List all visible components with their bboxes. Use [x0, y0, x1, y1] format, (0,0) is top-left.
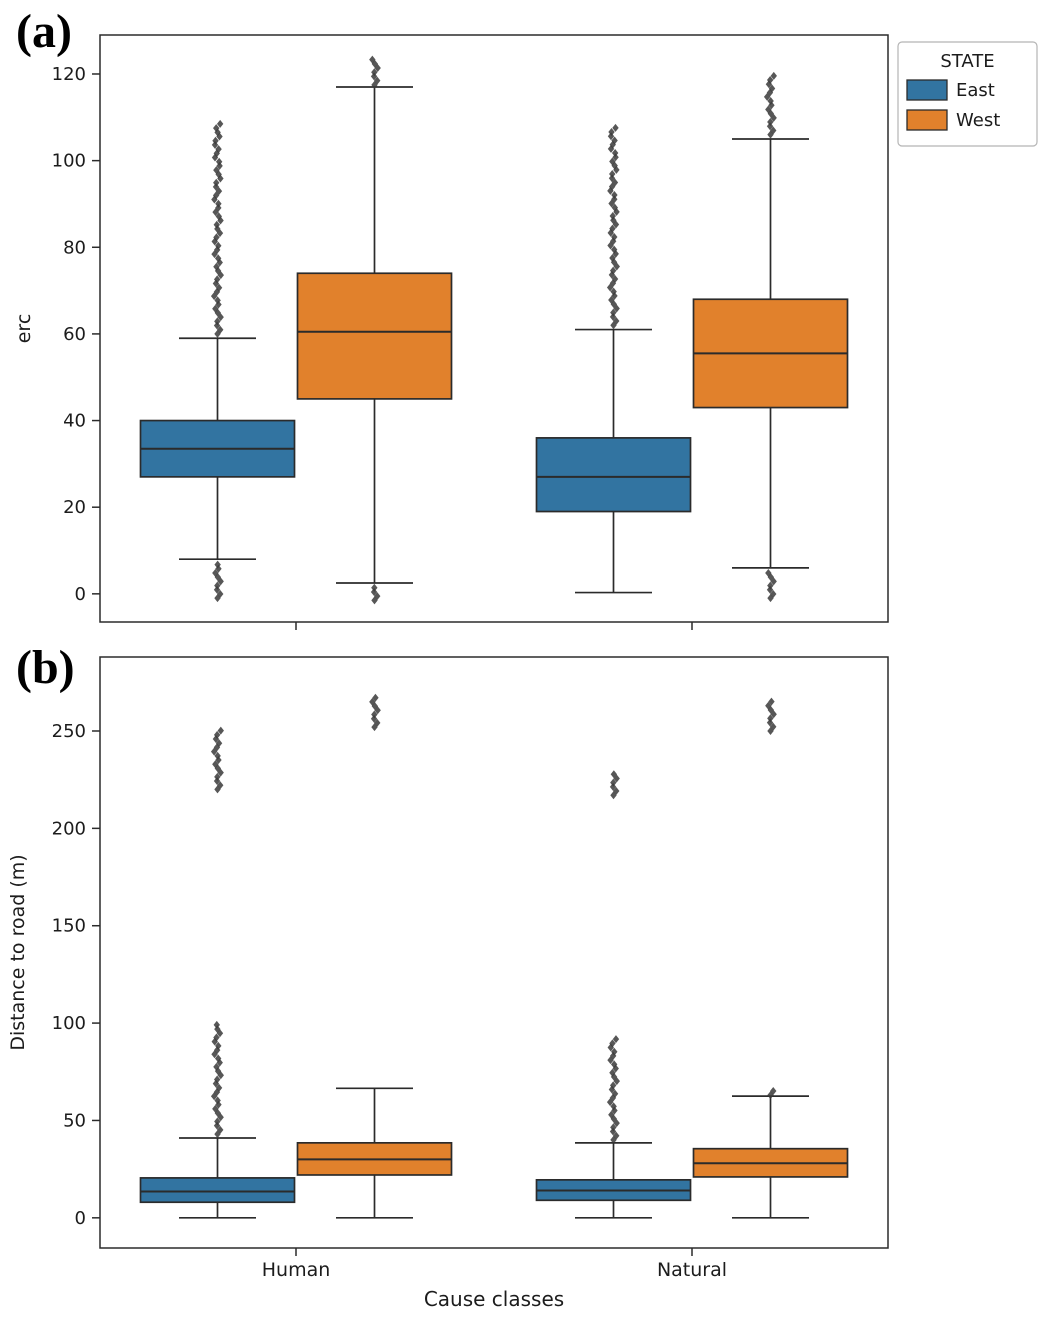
box-west-natural [692, 138, 849, 569]
y-axis: 0 50 100 150 200 250 [52, 721, 100, 1229]
y-axis-label: erc [13, 314, 35, 344]
svg-text:100: 100 [52, 1013, 86, 1034]
legend-swatch-west [906, 109, 948, 131]
svg-text:150: 150 [52, 916, 86, 937]
box-east-natural [535, 328, 692, 594]
svg-text:200: 200 [52, 818, 86, 839]
legend: STATE East West [897, 41, 1038, 147]
svg-text:40: 40 [63, 411, 86, 432]
plot-frame [99, 34, 889, 623]
svg-text:Natural: Natural [657, 1259, 727, 1281]
box-east-human [139, 337, 296, 561]
svg-text:80: 80 [63, 237, 86, 258]
box-west-human [296, 86, 453, 584]
legend-title: STATE [940, 51, 994, 72]
legend-label-east: East [956, 80, 995, 101]
svg-text:Cause classes: Cause classes [424, 1287, 564, 1311]
outliers-east-human [210, 119, 224, 603]
box-west-human [296, 1087, 453, 1219]
box-east-natural [535, 1141, 692, 1219]
outliers-east-natural [606, 123, 620, 330]
x-axis [295, 622, 693, 630]
svg-text:Distance to road (m): Distance to road (m) [7, 854, 29, 1050]
boxplot-panel-b: 0 50 100 150 200 250 Distance to road (m) Human… [7, 656, 889, 1311]
outliers-east-natural [606, 770, 620, 1144]
svg-text:250: 250 [52, 721, 86, 742]
svg-text:0: 0 [75, 584, 86, 605]
outliers-west-natural [765, 697, 777, 1100]
x-axis: Human Natural [262, 1248, 727, 1281]
plot-frame [99, 656, 889, 1249]
svg-text:100: 100 [52, 151, 86, 172]
y-axis-label: Distance to road (m) [7, 854, 29, 1050]
svg-text:Human: Human [262, 1259, 331, 1281]
y-axis: 0 20 40 60 80 100 120 [52, 64, 100, 605]
outliers-east-human [210, 726, 224, 1139]
panel-b-label: (b) [16, 641, 75, 694]
svg-text:20: 20 [63, 497, 86, 518]
svg-text:0: 0 [75, 1208, 86, 1229]
legend-swatch-east [906, 79, 948, 101]
panel-a-label: (a) [16, 5, 72, 58]
outliers-west-human [369, 693, 381, 732]
box-west-natural [692, 1095, 849, 1219]
box-east-human [139, 1137, 296, 1219]
outliers-west-natural [763, 71, 777, 603]
x-axis-label: Cause classes [424, 1287, 564, 1311]
boxplot-panel-a: 0 20 40 60 80 100 120 erc STATE East West [13, 34, 1038, 630]
outliers-west-human [369, 55, 381, 605]
svg-text:120: 120 [52, 64, 86, 85]
legend-label-west: West [956, 110, 1000, 131]
svg-text:60: 60 [63, 324, 86, 345]
svg-text:50: 50 [63, 1110, 86, 1131]
svg-text:erc: erc [13, 314, 35, 344]
